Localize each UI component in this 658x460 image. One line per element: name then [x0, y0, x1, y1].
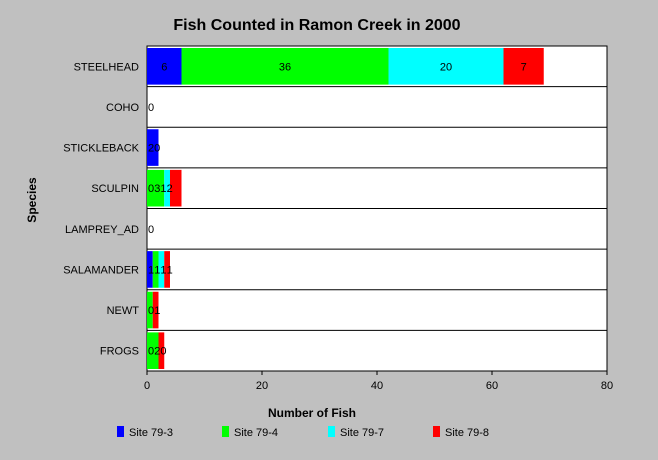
segment-label: 6 [161, 61, 167, 73]
bar-segment [503, 48, 544, 85]
bar-segment [147, 169, 165, 207]
bar-segment [181, 48, 389, 85]
bar-segment [164, 169, 170, 207]
category-label: SCULPIN [91, 183, 139, 195]
segment-label: 1 [167, 264, 173, 276]
category-label: FROGS [100, 346, 139, 358]
bar-segment [152, 251, 159, 288]
segment-label: 20 [440, 61, 452, 73]
legend-swatch [222, 426, 229, 437]
bar-segment [388, 48, 504, 85]
segment-label: 1 [160, 183, 166, 195]
segment-label: 3 [154, 183, 160, 195]
x-tick-label: 0 [144, 380, 150, 392]
x-tick-label: 80 [601, 380, 613, 392]
x-tick-label: 60 [486, 380, 498, 392]
segment-label: 1 [160, 264, 166, 276]
bar-segment [147, 291, 153, 329]
x-tick-label: 20 [256, 380, 268, 392]
legend-item: Site 79-4 [222, 426, 278, 439]
legend-swatch [433, 426, 440, 437]
bar-segment [158, 332, 165, 369]
segment-label: 0 [148, 102, 154, 114]
legend-label: Site 79-4 [234, 427, 278, 439]
category-label: STEELHEAD [74, 61, 139, 73]
bar-segment [158, 251, 165, 288]
segment-label: 0 [160, 346, 166, 358]
legend-item: Site 79-7 [328, 426, 384, 439]
segment-label: 1 [154, 305, 160, 317]
segment-label: 0 [148, 305, 154, 317]
bar-segment [164, 251, 170, 288]
legend-label: Site 79-8 [445, 427, 489, 439]
category-label: COHO [106, 102, 139, 114]
chart-title: Fish Counted in Ramon Creek in 2000 [173, 17, 460, 34]
category-label: SALAMANDER [63, 264, 139, 276]
bar-segment [147, 332, 159, 369]
bar-segment [170, 169, 182, 207]
bar-segments [147, 48, 544, 369]
x-tick-label: 40 [371, 380, 383, 392]
segment-label: 36 [279, 61, 291, 73]
bar-segment [147, 48, 182, 85]
legend-swatch [328, 426, 335, 437]
x-axis-title: Number of Fish [268, 406, 356, 420]
category-label: NEWT [107, 305, 140, 317]
segment-label: 20 [148, 143, 160, 155]
segment-label: 7 [521, 61, 527, 73]
legend-label: Site 79-3 [129, 427, 173, 439]
segment-label: 1 [148, 264, 154, 276]
segment-label: 1 [154, 264, 160, 276]
x-axis-ticks: 0 20 40 60 80 [144, 371, 613, 392]
bar-segment [147, 251, 153, 288]
bar-segment [152, 291, 159, 329]
segment-label: 2 [154, 346, 160, 358]
legend-item: Site 79-8 [433, 426, 489, 439]
category-labels: STEELHEAD COHO STICKLEBACK SCULPIN LAMPREY_A… [63, 61, 139, 357]
y-axis-title: Species [25, 177, 39, 223]
category-label: LAMPREY_AD [65, 224, 139, 236]
bar-segment [147, 129, 159, 166]
legend-label: Site 79-7 [340, 427, 384, 439]
segment-label: 2 [167, 183, 173, 195]
segment-label: 0 [148, 346, 154, 358]
legend-swatch [117, 426, 124, 437]
legend-item: Site 79-3 [117, 426, 173, 439]
category-label: STICKLEBACK [63, 143, 139, 155]
grid-lines [147, 86, 607, 331]
segment-label: 0 [148, 224, 154, 236]
segment-label: 0 [148, 183, 154, 195]
legend: Site 79-3 Site 79-4 Site 79-7 Site 79-8 [117, 426, 489, 439]
